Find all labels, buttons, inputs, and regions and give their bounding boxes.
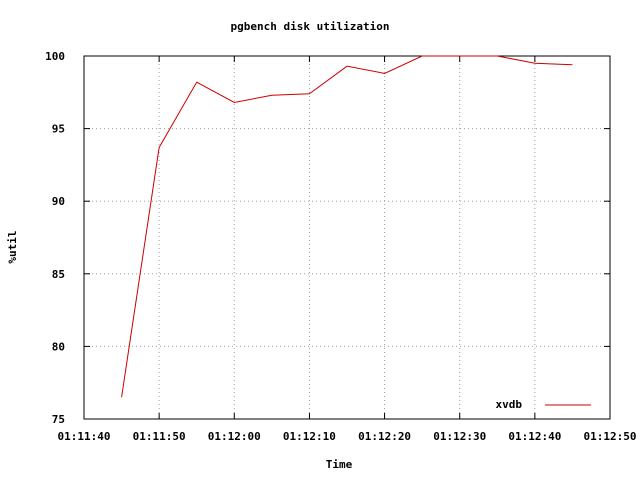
x-tick-label: 01:12:20 — [358, 430, 411, 443]
x-tick-label: 01:11:50 — [133, 430, 186, 443]
chart-title: pgbench disk utilization — [231, 20, 390, 33]
series-layer — [121, 55, 573, 398]
y-tick-label: 100 — [45, 50, 65, 63]
plot-frame — [83, 55, 611, 420]
legend: xvdb — [496, 398, 591, 411]
y-axis-label: %util — [6, 230, 19, 263]
y-tick-label: 75 — [52, 413, 65, 426]
x-axis-label: Time — [326, 458, 353, 471]
y-tick-label: 85 — [52, 268, 65, 281]
x-tick-label: 01:12:30 — [433, 430, 486, 443]
grid — [84, 56, 610, 419]
axis-ticks: 75 80 85 90 95 100 01:11:40 01:11:50 01:12:00 01:… — [45, 50, 636, 443]
x-tick-label: 01:12:00 — [208, 430, 261, 443]
y-tick-label: 95 — [52, 123, 65, 136]
y-tick-label: 80 — [52, 340, 65, 353]
series-line-xvdb — [121, 55, 573, 398]
legend-label: xvdb — [496, 398, 523, 411]
x-tick-label: 01:11:40 — [58, 430, 111, 443]
x-tick-label: 01:12:50 — [584, 430, 637, 443]
x-tick-label: 01:12:10 — [283, 430, 336, 443]
y-tick-label: 90 — [52, 195, 65, 208]
x-tick-label: 01:12:40 — [508, 430, 561, 443]
